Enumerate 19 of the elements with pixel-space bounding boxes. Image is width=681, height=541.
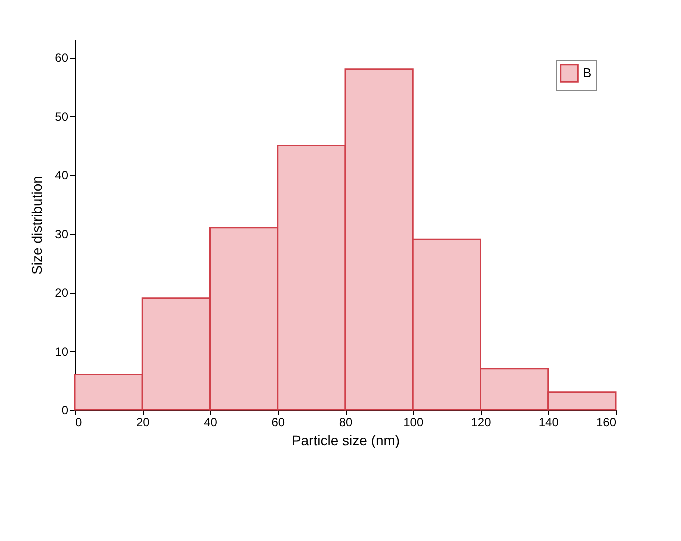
x-tick-label: 160 — [596, 416, 617, 430]
x-tick-label: 80 — [339, 416, 353, 430]
y-axis-title: Size distribution — [29, 176, 46, 275]
y-tick-label: 30 — [55, 227, 69, 242]
x-tick-label: 0 — [76, 416, 82, 430]
y-tick-label: 50 — [55, 110, 69, 124]
x-tick-label: 100 — [404, 416, 424, 430]
legend-label: B — [583, 66, 592, 80]
x-axis-title: Particle size (nm) — [292, 432, 400, 448]
y-tick-label: 10 — [55, 344, 69, 359]
y-tick-label: 40 — [55, 168, 69, 183]
x-tick-label: 40 — [204, 416, 218, 430]
x-tick-label: 140 — [538, 416, 560, 430]
y-tick-label: 60 — [55, 51, 69, 66]
x-tick-label: 60 — [272, 416, 286, 430]
x-tick-label: 120 — [471, 416, 492, 430]
y-tick-label: 20 — [55, 286, 69, 300]
x-tick-label: 20 — [136, 416, 150, 430]
y-tick-label: 0 — [62, 404, 69, 418]
